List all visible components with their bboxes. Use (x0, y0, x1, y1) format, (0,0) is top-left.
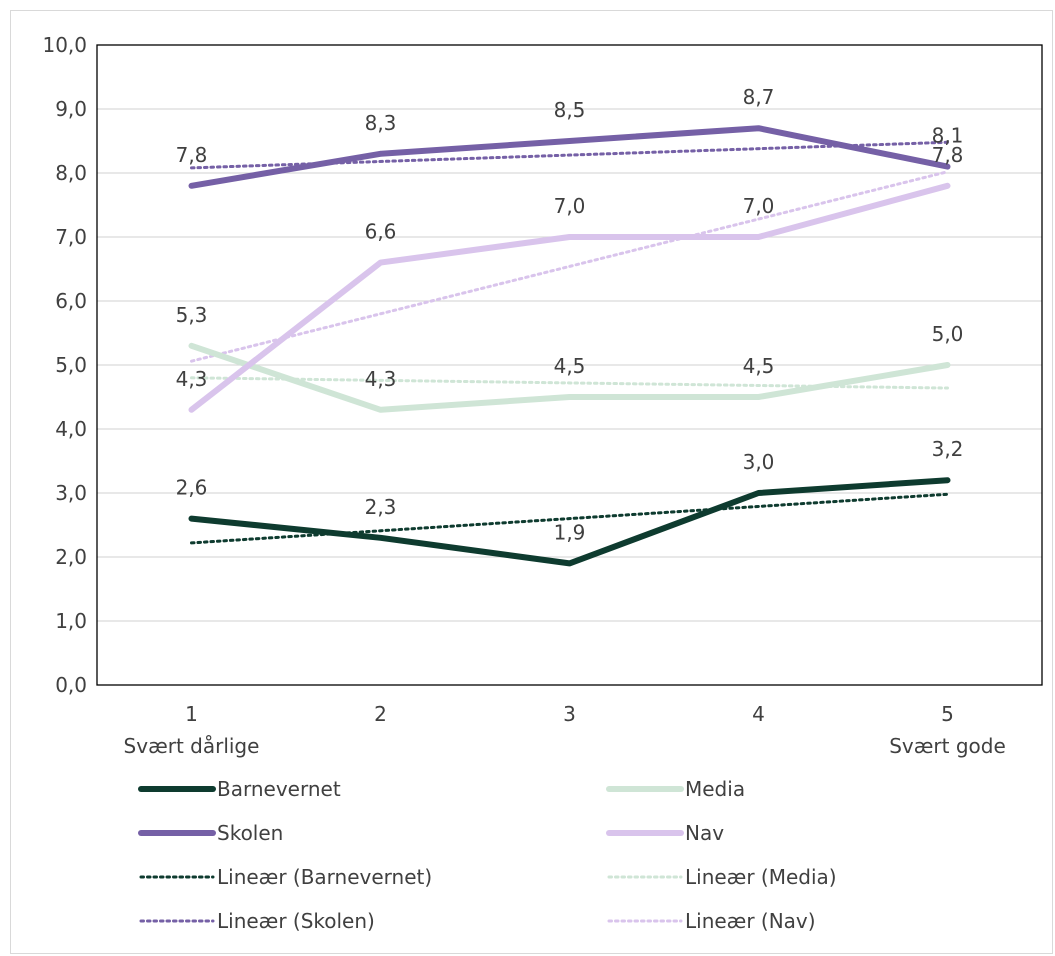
x-tick-label: 2 (374, 702, 387, 726)
legend-label: Lineær (Nav) (685, 909, 816, 933)
y-tick-label: 5,0 (55, 353, 87, 377)
y-tick-label: 1,0 (55, 609, 87, 633)
data-label: 4,3 (176, 367, 208, 391)
y-tick-label: 8,0 (55, 161, 87, 185)
legend-label: Skolen (217, 821, 283, 845)
data-label: 4,5 (743, 354, 775, 378)
trendline-barnevernet (190, 492, 949, 545)
y-tick-label: 0,0 (55, 673, 87, 697)
y-tick-label: 7,0 (55, 225, 87, 249)
y-tick-label: 10,0 (42, 33, 87, 57)
trendline-nav (190, 170, 949, 363)
y-tick-label: 3,0 (55, 481, 87, 505)
x-tick-label: 4 (752, 702, 765, 726)
legend-label: Barnevernet (217, 777, 341, 801)
data-label: 2,3 (365, 495, 397, 519)
data-label: 5,3 (176, 303, 208, 327)
data-label: 8,1 (932, 124, 964, 148)
x-sublabel: Svært gode (889, 734, 1006, 758)
chart-container: 0,0 1,0 2,0 3,0 4,0 5,0 6,0 7,0 8,0 9,0 10,0 1 2 3 4 5 S… (10, 10, 1053, 954)
series-line-nav (188, 182, 951, 413)
y-tick-label: 4,0 (55, 417, 87, 441)
legend-label: Lineær (Skolen) (217, 909, 375, 933)
series-line-barnevernet (188, 477, 951, 567)
legend-label: Lineær (Barnevernet) (217, 865, 432, 889)
data-label: 8,7 (743, 85, 775, 109)
series-line-skolen (188, 125, 951, 189)
data-label: 7,8 (932, 143, 964, 167)
y-tick-label: 9,0 (55, 97, 87, 121)
legend-label: Nav (685, 821, 724, 845)
data-label: 5,0 (932, 322, 964, 346)
data-label: 7,0 (554, 194, 586, 218)
y-tick-label: 6,0 (55, 289, 87, 313)
data-label: 2,6 (176, 476, 208, 500)
x-tick-label: 3 (563, 702, 576, 726)
data-label: 3,2 (932, 437, 964, 461)
data-label: 8,3 (365, 111, 397, 135)
plot-area-border (96, 44, 1043, 686)
x-tick-label: 1 (185, 702, 198, 726)
line-chart: 0,0 1,0 2,0 3,0 4,0 5,0 6,0 7,0 8,0 9,0 10,0 1 2 3 4 5 S… (42, 33, 1043, 933)
series-line-media (188, 342, 951, 413)
data-label: 4,5 (554, 354, 586, 378)
data-label: 8,5 (554, 98, 586, 122)
data-label: 3,0 (743, 450, 775, 474)
y-tick-label: 2,0 (55, 545, 87, 569)
legend-label: Media (685, 777, 745, 801)
data-label: 7,8 (176, 143, 208, 167)
data-label: 1,9 (554, 520, 586, 544)
x-tick-label: 5 (941, 702, 954, 726)
data-label: 7,0 (743, 194, 775, 218)
data-label: 4,3 (365, 367, 397, 391)
data-label: 6,6 (365, 220, 397, 244)
legend-label: Lineær (Media) (685, 865, 837, 889)
x-sublabel: Svært dårlige (124, 734, 260, 758)
